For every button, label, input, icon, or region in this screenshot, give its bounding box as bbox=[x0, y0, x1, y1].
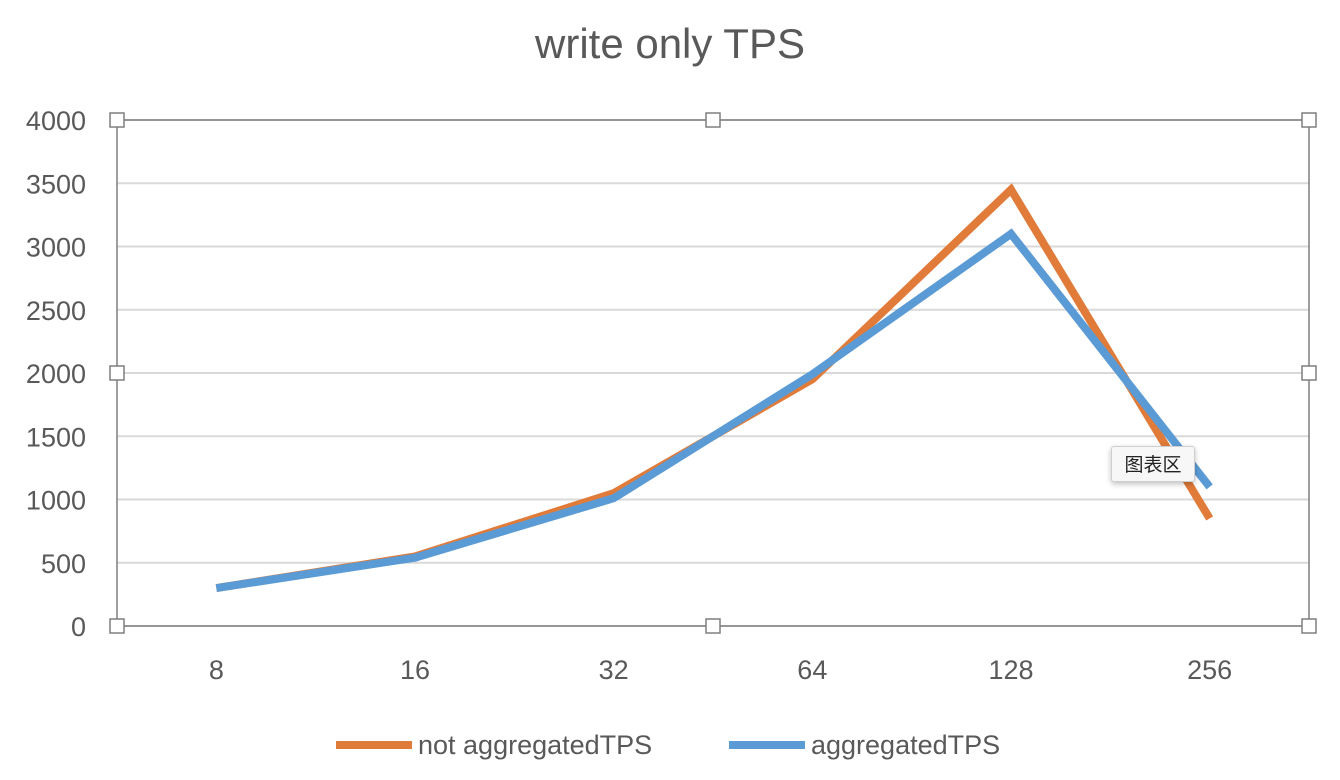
x-tick-label: 256 bbox=[1187, 655, 1232, 685]
resize-handle[interactable] bbox=[1301, 112, 1317, 128]
y-tick-label: 1500 bbox=[26, 422, 86, 452]
gridlines bbox=[117, 119, 1309, 627]
series-lines bbox=[215, 183, 1214, 593]
resize-handle[interactable] bbox=[109, 365, 125, 381]
legend-label-2: aggregatedTPS bbox=[811, 730, 1000, 760]
y-axis-ticks: 0 500 1000 1500 2000 2500 3000 3500 4000 bbox=[26, 106, 86, 642]
y-tick-label: 3500 bbox=[26, 169, 86, 199]
y-tick-label: 3000 bbox=[26, 233, 86, 263]
legend[interactable]: not aggregatedTPS aggregatedTPS bbox=[336, 730, 1000, 760]
x-tick-label: 8 bbox=[209, 655, 224, 685]
y-tick-label: 1000 bbox=[26, 486, 86, 516]
resize-handle[interactable] bbox=[109, 618, 125, 634]
y-tick-label: 4000 bbox=[26, 106, 86, 136]
x-tick-label: 64 bbox=[797, 655, 827, 685]
series-line-2[interactable] bbox=[215, 228, 1213, 593]
resize-handle[interactable] bbox=[1301, 365, 1317, 381]
y-tick-label: 500 bbox=[41, 549, 86, 579]
x-tick-label: 32 bbox=[599, 655, 629, 685]
x-axis-ticks: 8 16 32 64 128 256 bbox=[209, 655, 1232, 685]
x-tick-label: 128 bbox=[988, 655, 1033, 685]
selection-handles[interactable] bbox=[109, 112, 1317, 634]
resize-handle[interactable] bbox=[705, 112, 721, 128]
y-tick-label: 2500 bbox=[26, 296, 86, 326]
y-tick-label: 2000 bbox=[26, 359, 86, 389]
legend-label-1: not aggregatedTPS bbox=[418, 730, 652, 760]
resize-handle[interactable] bbox=[1301, 618, 1317, 634]
y-tick-label: 0 bbox=[71, 612, 86, 642]
resize-handle[interactable] bbox=[109, 112, 125, 128]
series-line-1[interactable] bbox=[215, 183, 1214, 593]
resize-handle[interactable] bbox=[705, 618, 721, 634]
x-tick-label: 16 bbox=[400, 655, 430, 685]
chart-area-tooltip: 图表区 bbox=[1111, 446, 1195, 482]
chart-title: write only TPS bbox=[534, 20, 805, 67]
